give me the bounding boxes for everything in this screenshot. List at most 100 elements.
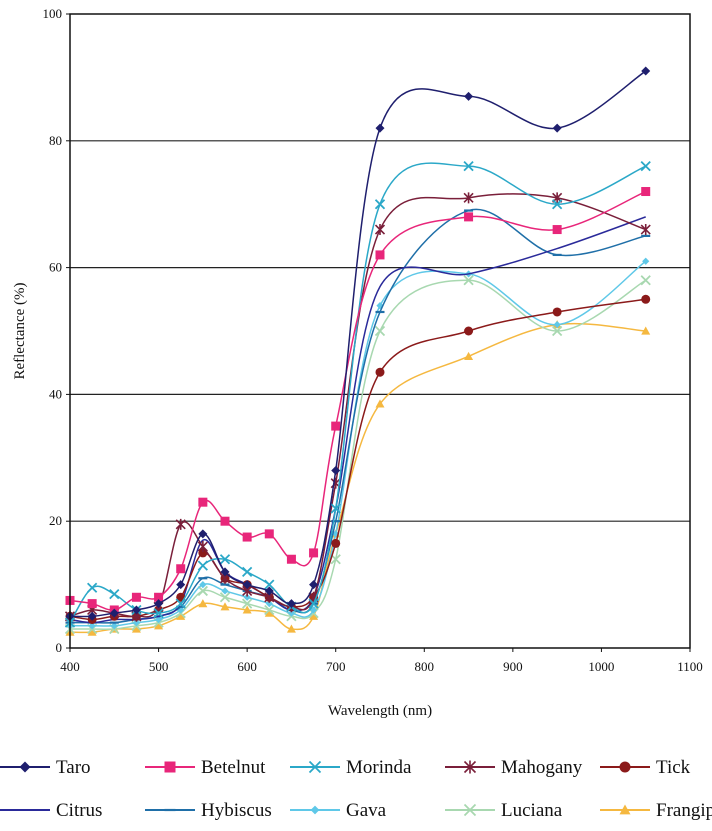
- point-gava-650: [287, 609, 296, 617]
- point-frangipani-500: [154, 621, 164, 630]
- point-betelnut-675: [309, 548, 319, 558]
- legend-label-luciana: Luciana: [501, 800, 563, 821]
- point-mahogany-750: [374, 224, 386, 236]
- legend-swatch-marker-frangipani: [619, 804, 631, 815]
- legend-label-citrus: Citrus: [56, 800, 102, 821]
- y-tick-label-100: 100: [43, 6, 63, 21]
- point-taro-950: [552, 123, 562, 133]
- point-morinda-675: [308, 598, 319, 609]
- legend-item-tick: Tick: [600, 757, 691, 778]
- point-frangipani-675: [309, 611, 319, 620]
- point-betelnut-575: [220, 516, 230, 526]
- point-gava-625: [265, 600, 273, 608]
- point-frangipani-525: [176, 611, 186, 620]
- legend-label-betelnut: Betelnut: [201, 757, 266, 778]
- legend-item-hybiscus: Hybiscus: [145, 800, 272, 821]
- legend-label-taro: Taro: [56, 757, 91, 778]
- point-luciana-950: [552, 325, 563, 337]
- legend-label-mahogany: Mahogany: [501, 757, 583, 778]
- legend-item-luciana: Luciana: [445, 800, 563, 821]
- series-taro: [65, 66, 651, 621]
- plot-frame: [69, 13, 691, 649]
- point-taro-425: [87, 611, 97, 621]
- legend: Taro Betelnut Morinda Mahogany Tick Citrus Hyb…: [0, 757, 712, 821]
- point-tick-750: [375, 367, 385, 377]
- point-luciana-750: [374, 325, 386, 337]
- point-tick-950: [552, 307, 562, 317]
- x-tick-label-900: 900: [503, 659, 523, 674]
- point-taro-550: [198, 529, 208, 539]
- point-mahogany-550: [197, 541, 208, 553]
- point-luciana-550: [197, 585, 208, 597]
- point-morinda-950: [552, 199, 563, 210]
- y-tick-label-80: 80: [49, 133, 62, 148]
- point-gava-600: [243, 593, 251, 601]
- point-luciana-625: [264, 604, 275, 616]
- legend-swatch-marker-betelnut: [164, 761, 176, 773]
- point-mahogany-525: [175, 518, 186, 530]
- point-gava-575: [221, 587, 229, 595]
- legend-item-betelnut: Betelnut: [145, 757, 266, 778]
- point-frangipani-550: [198, 599, 208, 608]
- legend-label-tick: Tick: [656, 757, 691, 778]
- point-betelnut-850: [464, 212, 474, 222]
- point-taro-750: [375, 123, 385, 133]
- point-morinda-500: [153, 607, 164, 619]
- point-morinda-525: [175, 598, 186, 609]
- point-taro-1050: [641, 66, 651, 76]
- series-line-tick: [69, 298, 646, 621]
- legend-label-gava: Gava: [346, 800, 387, 821]
- point-luciana-700: [330, 554, 341, 565]
- legend-item-citrus: Citrus: [0, 800, 102, 821]
- y-axis-label: Reflectance (%): [12, 282, 28, 379]
- point-morinda-575: [219, 554, 231, 565]
- series-layer: [64, 66, 651, 636]
- point-taro-525: [176, 580, 186, 590]
- point-taro-850: [464, 91, 474, 101]
- point-gava-500: [154, 615, 163, 624]
- point-frangipani-750: [375, 399, 385, 408]
- point-taro-675: [309, 580, 319, 590]
- point-tick-700: [331, 538, 341, 548]
- point-betelnut-700: [331, 421, 341, 431]
- legend-swatch-marker-morinda: [308, 760, 322, 774]
- point-gava-550: [199, 581, 207, 589]
- point-taro-700: [331, 465, 341, 475]
- point-frangipani-575: [220, 602, 230, 611]
- legend-item-morinda: Morinda: [290, 757, 412, 778]
- point-morinda-625: [264, 579, 275, 590]
- point-morinda-550: [197, 560, 208, 571]
- point-gava-675: [309, 606, 318, 614]
- point-morinda-750: [374, 199, 386, 210]
- point-taro-600: [242, 580, 252, 590]
- x-tick-label-600: 600: [237, 659, 257, 674]
- point-betelnut-500: [154, 592, 164, 602]
- point-betelnut-625: [264, 529, 274, 539]
- x-tick-label-700: 700: [326, 659, 346, 674]
- point-luciana-600: [242, 598, 253, 609]
- point-betelnut-750: [375, 250, 385, 260]
- point-taro-475: [131, 605, 141, 615]
- point-betelnut-650: [286, 554, 296, 564]
- tick-labels: 400 500 600 700 800 900 1000 1100 0 20 40 60 80 100: [43, 6, 703, 674]
- point-gava-450: [110, 622, 118, 630]
- legend-label-frangipani: Frangipani: [656, 800, 712, 821]
- point-betelnut-550: [198, 497, 208, 507]
- point-morinda-425: [87, 582, 98, 593]
- point-frangipani-625: [264, 608, 274, 617]
- point-gava-525: [177, 606, 185, 614]
- point-gava-950: [553, 321, 561, 329]
- point-betelnut-475: [131, 592, 141, 602]
- gridlines: [70, 140, 690, 522]
- point-taro-575: [220, 567, 230, 577]
- point-betelnut-425: [87, 599, 97, 609]
- series-tick: [65, 294, 651, 624]
- point-morinda-450: [109, 588, 120, 600]
- legend-swatch-marker-taro: [19, 761, 31, 773]
- point-mahogany-850: [463, 192, 474, 204]
- point-frangipani-475: [131, 624, 141, 633]
- point-luciana-575: [219, 592, 231, 603]
- point-tick-850: [464, 326, 474, 336]
- point-gava-425: [88, 622, 96, 630]
- point-morinda-1050: [640, 161, 651, 172]
